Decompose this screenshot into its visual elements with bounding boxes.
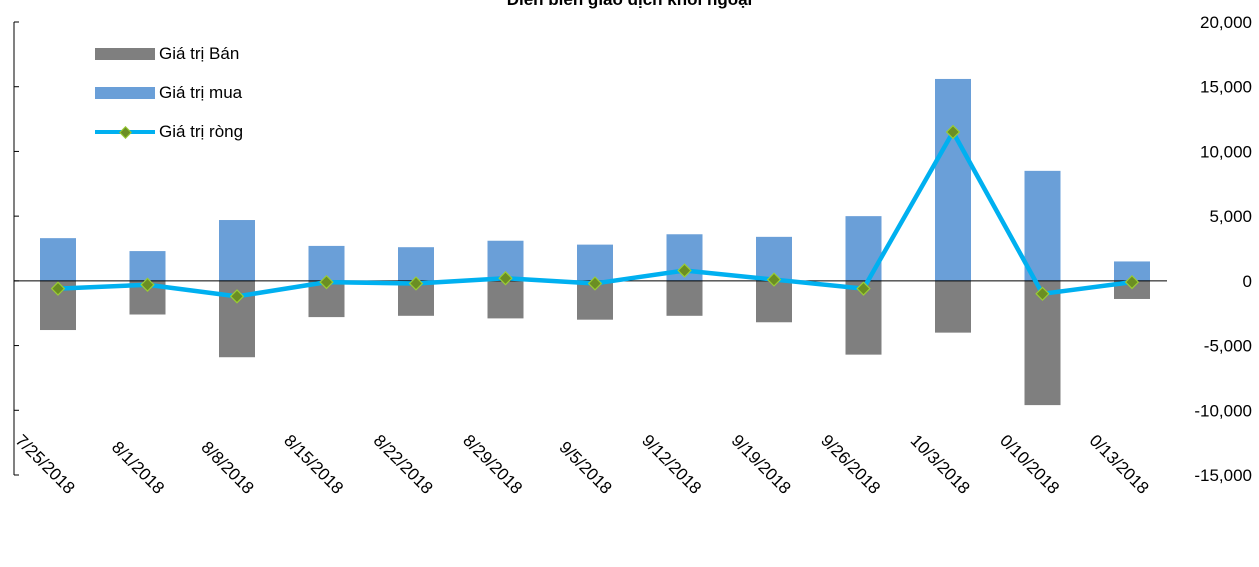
bar-sell [756,280,792,323]
bar-buy [935,78,971,281]
net-point [945,124,961,140]
y-tick-label: 0 [1243,272,1252,291]
bar-buy [40,238,76,281]
net-point [856,281,871,296]
bar-buy [1114,261,1150,281]
x-tick-label: 9/19/2018 [728,431,795,498]
legend-item-net: Giá trị ròng [95,112,243,151]
bar-layer [40,78,1150,406]
legend: Giá trị Bán Giá trị mua Giá trị ròng [95,34,243,151]
x-tick-label: 9/5/2018 [555,438,615,498]
bar-sell [666,280,703,316]
net-point [498,271,513,286]
legend-item-buy: Giá trị mua [95,73,243,112]
legend-swatch-net [95,125,155,139]
y-tick-label: 5,000 [1209,207,1252,226]
net-point [140,277,155,292]
net-point [587,276,603,291]
x-tick-label: 8/29/2018 [459,431,526,498]
bar-sell [935,280,971,333]
x-tick-label: 0/10/2018 [996,431,1063,498]
legend-label-sell: Giá trị Bán [159,43,240,63]
bar-sell [487,280,524,319]
bar-buy [577,244,613,281]
y-tick-label: 20,000 [1200,13,1252,32]
bar-buy [845,216,882,281]
x-tick-label: 9/26/2018 [817,431,884,498]
line-layer [50,124,1140,304]
y-tick-label: 10,000 [1200,142,1252,161]
legend-swatch-sell [95,47,155,60]
x-tick-label: 10/3/2018 [907,431,974,498]
x-tick-label: 0/13/2018 [1086,431,1153,498]
legend-label-net: Giá trị ròng [159,121,244,141]
x-tick-label: 7/25/2018 [12,431,79,498]
net-point [50,281,66,296]
net-point [229,289,245,304]
legend-label-buy: Giá trị mua [159,82,243,102]
x-tick-label: 9/12/2018 [638,431,705,498]
net-point [319,274,334,290]
y-tick-label: -5,000 [1204,337,1252,356]
net-point [677,263,692,278]
axis-layer [13,21,19,476]
bar-buy [398,247,434,281]
legend-swatch-buy [95,86,155,99]
net-point [408,276,424,291]
x-tick-label: 8/22/2018 [370,431,437,498]
net-point [1124,274,1140,290]
y-tick-label: -15,000 [1194,466,1252,485]
x-tick-label: 8/1/2018 [108,438,168,498]
x-tick-label: 8/15/2018 [280,431,347,498]
bar-buy [1024,170,1061,281]
legend-item-sell: Giá trị Bán [95,34,243,73]
net-point [766,272,782,287]
bar-buy [219,220,255,281]
y-tick-label: -10,000 [1194,401,1252,420]
y-tick-label: 15,000 [1200,78,1252,97]
x-tick-label: 8/8/2018 [197,438,257,498]
bar-buy [129,251,166,281]
bar-sell [1024,280,1061,406]
chart-title: Diễn biến giao dịch khối ngoại [0,0,1259,10]
net-point [1035,286,1050,302]
